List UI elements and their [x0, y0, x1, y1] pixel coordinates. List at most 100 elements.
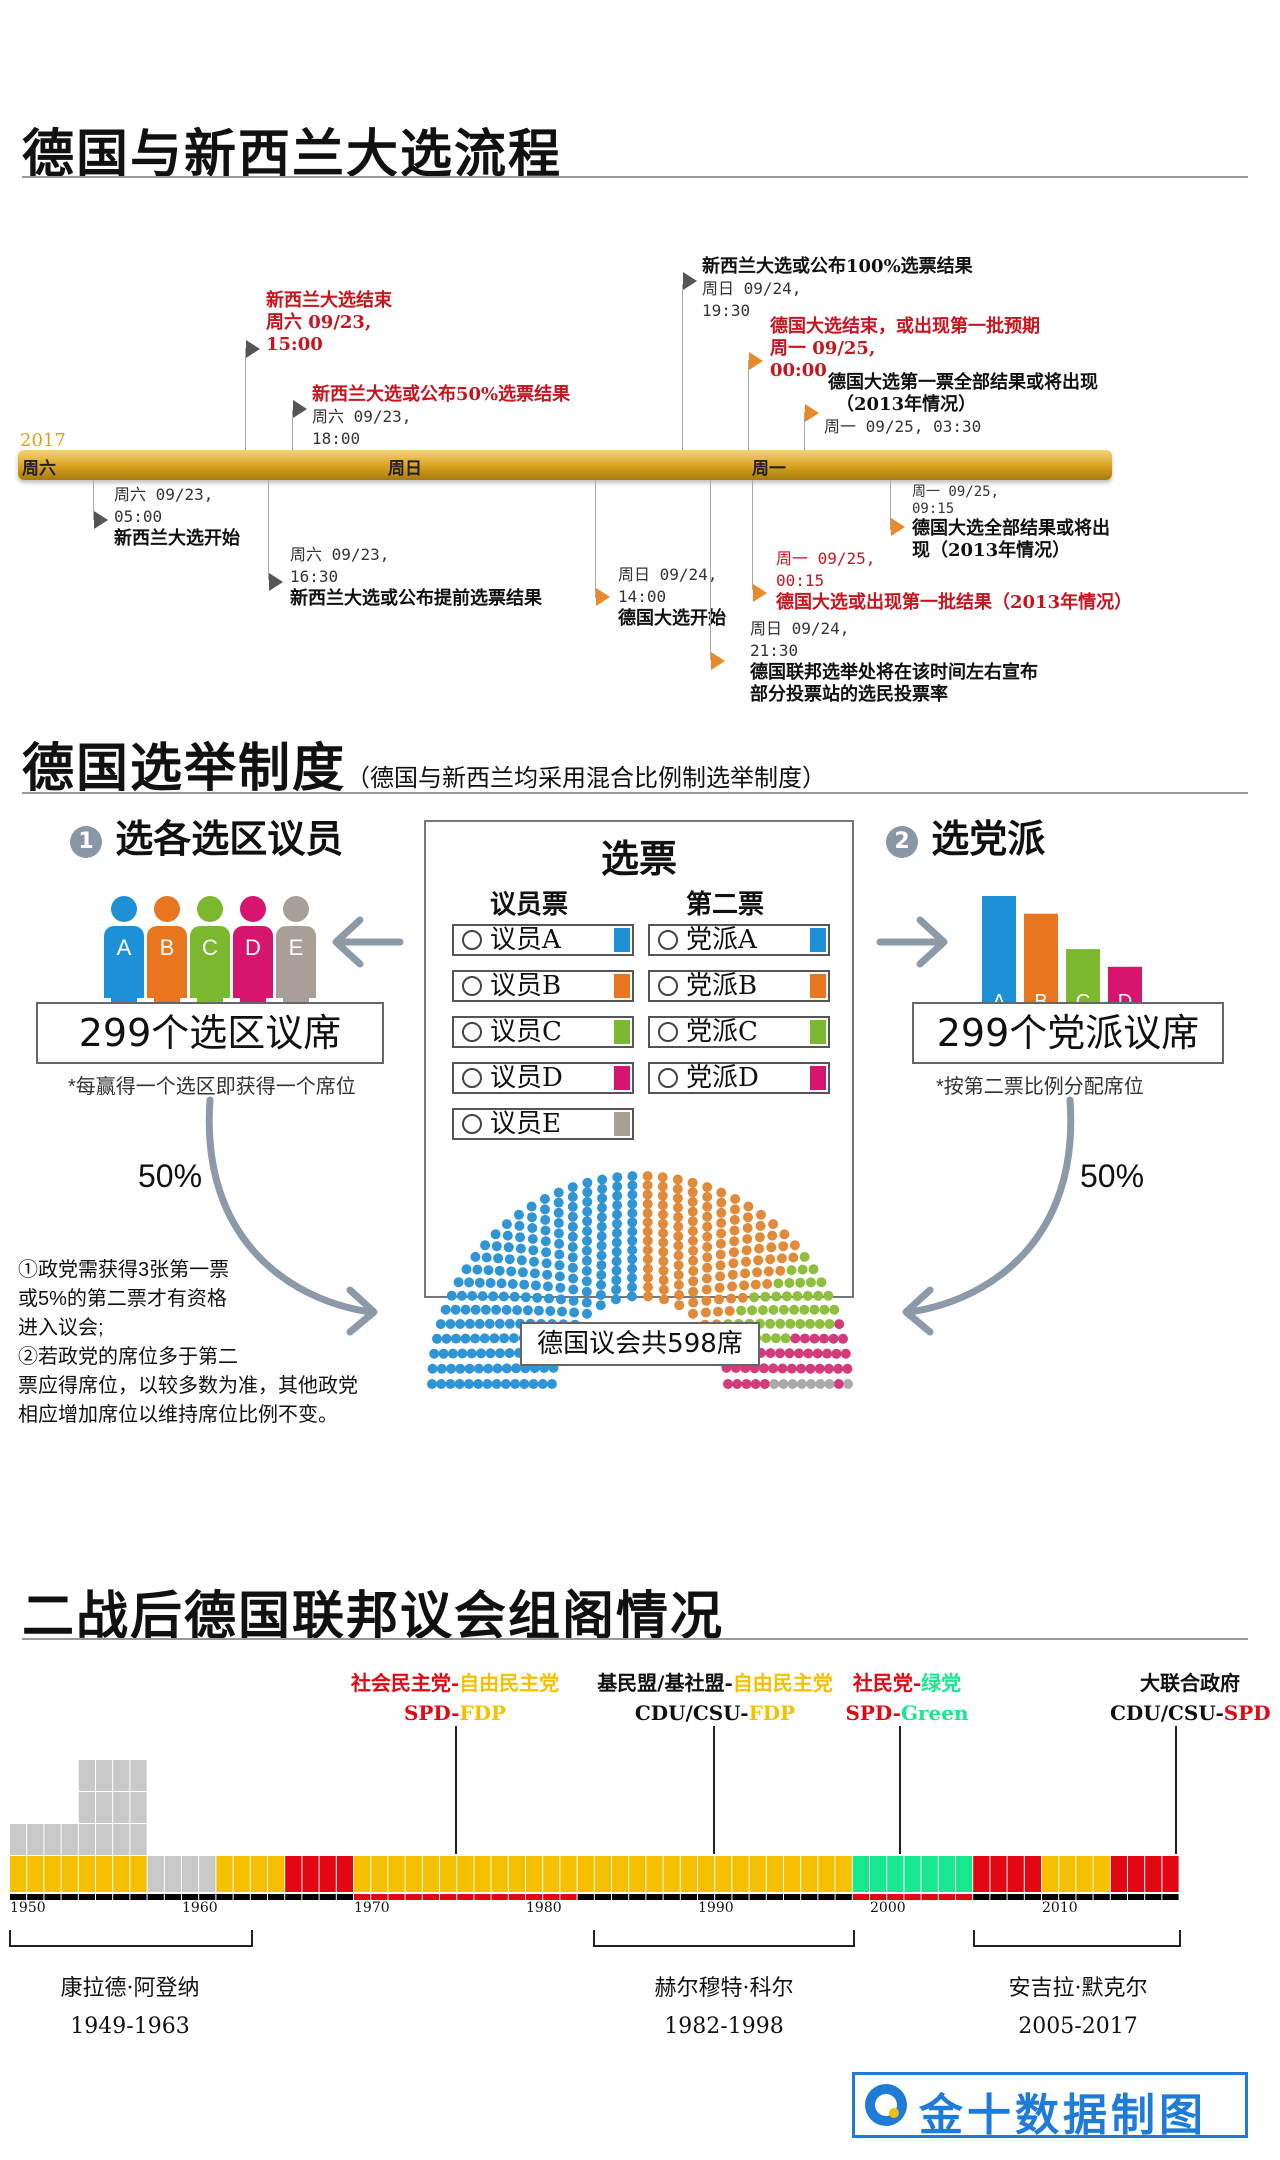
- year-tick: 1980: [526, 1900, 562, 1916]
- senior-partner-year: [457, 1894, 474, 1900]
- senior-partner-year: [1145, 1894, 1162, 1900]
- ballot-party-d[interactable]: 党派D: [648, 1062, 830, 1094]
- seat-dot: [474, 1318, 485, 1329]
- senior-partner-year: [285, 1894, 302, 1900]
- senior-partner-year: [577, 1894, 594, 1900]
- seat-dot: [816, 1277, 827, 1288]
- seat-dot: [464, 1277, 475, 1288]
- seat-dot: [612, 1172, 623, 1183]
- district-seats-box: 299个选区议席: [36, 1002, 384, 1064]
- left-arrow-icon: [332, 916, 404, 968]
- junior-partner-year: [250, 1856, 267, 1892]
- senior-partner-year: [250, 1894, 267, 1900]
- seat-dot: [742, 1223, 753, 1233]
- seat-dot: [688, 1255, 699, 1266]
- radio-icon[interactable]: [658, 1068, 678, 1088]
- ballot-party-b[interactable]: 党派B: [648, 970, 830, 1002]
- radio-icon[interactable]: [462, 1068, 482, 1088]
- junior-partner-year: [680, 1856, 697, 1892]
- seat-dot: [642, 1189, 653, 1200]
- seat-dot: [491, 1379, 502, 1389]
- seat-dot: [765, 1254, 776, 1265]
- other-party-block: [61, 1824, 78, 1855]
- seat-dot: [530, 1280, 541, 1291]
- junior-partner-year: [818, 1856, 835, 1892]
- ballot-candidate-a[interactable]: 议员A: [452, 924, 634, 956]
- parliament-hemicycle: [427, 1171, 853, 1389]
- junior-partner-year: [440, 1856, 457, 1892]
- coalition-strip: [10, 1726, 1179, 1900]
- senior-partner-year: [835, 1894, 852, 1900]
- seat-dot: [427, 1363, 438, 1374]
- radio-icon[interactable]: [658, 976, 678, 996]
- day-label-mon: 周一: [752, 459, 786, 479]
- seat-dot: [569, 1307, 580, 1318]
- seat-dot: [504, 1254, 515, 1265]
- senior-partner-year: [938, 1894, 955, 1900]
- seat-dot: [642, 1226, 653, 1237]
- seat-dot: [427, 1379, 437, 1389]
- seat-dot: [445, 1319, 456, 1329]
- seat-dot: [581, 1276, 592, 1287]
- seat-dot: [493, 1253, 504, 1264]
- system-title: 德国选举制度（德国与新西兰均采用混合比例制选举制度）: [22, 726, 826, 801]
- radio-icon[interactable]: [658, 930, 678, 950]
- ballot-candidate-b[interactable]: 议员B: [452, 970, 634, 1002]
- seat-dot: [702, 1182, 713, 1193]
- junior-partner-year: [835, 1856, 852, 1892]
- seat-dot: [642, 1180, 653, 1191]
- other-party-block: [113, 1760, 130, 1791]
- seat-dot: [768, 1363, 779, 1374]
- seat-dot: [476, 1348, 487, 1359]
- seat-dot: [596, 1260, 607, 1271]
- junior-partner-year: [216, 1856, 233, 1892]
- senior-partner-year: [698, 1894, 715, 1900]
- seat-dot: [643, 1272, 653, 1283]
- seat-dot: [542, 1281, 553, 1292]
- seat-dot: [502, 1230, 513, 1241]
- seat-dot: [714, 1294, 724, 1305]
- senior-partner-year: [801, 1894, 818, 1900]
- junior-partner-year: [629, 1856, 646, 1892]
- ballot-paper: [424, 820, 854, 1298]
- seat-dot: [482, 1379, 493, 1389]
- seat-dot: [554, 1271, 565, 1282]
- seat-dot: [643, 1291, 654, 1302]
- seat-dot: [747, 1305, 758, 1316]
- radio-icon[interactable]: [462, 976, 482, 996]
- seat-dot: [758, 1363, 769, 1374]
- senior-partner-year: [870, 1894, 887, 1900]
- seat-dot: [511, 1363, 522, 1374]
- radio-icon[interactable]: [462, 1114, 482, 1134]
- seat-dot: [727, 1269, 738, 1280]
- radio-icon[interactable]: [658, 1022, 678, 1042]
- junior-partner-year: [78, 1856, 95, 1892]
- seat-dot: [702, 1252, 713, 1263]
- year-tick: 2010: [1042, 1900, 1078, 1916]
- ballot-party-c[interactable]: 党派C: [648, 1016, 830, 1048]
- seat-dot: [780, 1333, 791, 1344]
- senior-partner-year: [680, 1894, 697, 1900]
- junior-partner-year: [990, 1856, 1007, 1892]
- seat-dot: [509, 1291, 520, 1302]
- junior-partner-year: [182, 1856, 199, 1892]
- coalition-spd-green: 社民党-绿党 SPD-Green: [845, 1671, 969, 1725]
- senior-partner-year: [164, 1894, 181, 1900]
- ballot-candidate-c[interactable]: 议员C: [452, 1016, 634, 1048]
- seat-dot: [453, 1277, 464, 1288]
- junior-partner-year: [422, 1856, 439, 1892]
- seat-dot: [441, 1333, 452, 1344]
- radio-icon[interactable]: [462, 1022, 482, 1042]
- ballot-party-a[interactable]: 党派A: [648, 924, 830, 956]
- seat-dot: [687, 1177, 698, 1188]
- seat-dot: [440, 1304, 451, 1315]
- junior-partner-year: [852, 1856, 869, 1892]
- seat-dot: [495, 1348, 505, 1359]
- seat-dot: [763, 1266, 774, 1277]
- seat-dot: [687, 1187, 698, 1198]
- ballot-candidate-d[interactable]: 议员D: [452, 1062, 634, 1094]
- ballot-candidate-e[interactable]: 议员E: [452, 1108, 634, 1140]
- seat-dot: [597, 1183, 608, 1194]
- radio-icon[interactable]: [462, 930, 482, 950]
- junior-partner-year: [96, 1856, 113, 1892]
